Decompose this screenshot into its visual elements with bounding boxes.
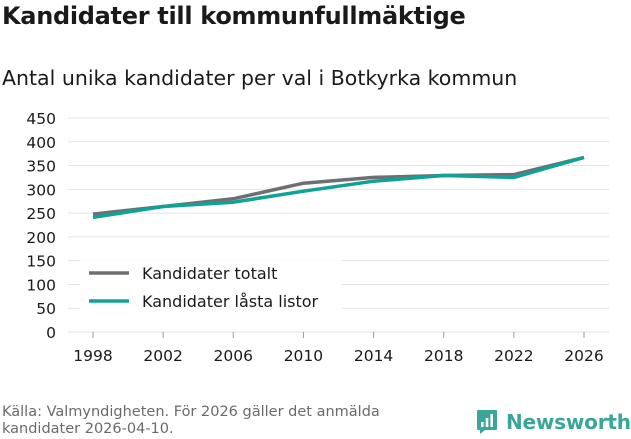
x-tick-label: 2018 [424, 347, 463, 365]
legend-label: Kandidater låsta listor [142, 292, 319, 311]
y-tick-label: 100 [26, 276, 56, 294]
x-tick-label: 2026 [564, 347, 603, 365]
y-tick-label: 200 [26, 229, 56, 247]
line-chart: 0 50 100 150 200 250 300 350 400 450 1998 2002 2006… [26, 110, 609, 365]
y-tick-label: 150 [26, 253, 56, 271]
legend: Kandidater totalt Kandidater låsta listor [80, 258, 342, 320]
x-tick-label: 1998 [73, 347, 112, 365]
chart-subtitle: Antal unika kandidater per val i Botkyrk… [2, 66, 518, 90]
series-line-locked-lists [92, 155, 585, 220]
x-tick-label: 2006 [214, 347, 253, 365]
source-note: Källa: Valmyndigheten. För 2026 gäller d… [2, 404, 380, 437]
y-tick-label: 50 [36, 300, 56, 318]
brand-name: Newsworthy [506, 410, 631, 434]
x-tick-label: 2002 [143, 347, 182, 365]
legend-background [80, 258, 342, 320]
brand-logo: Newsworthy [476, 407, 631, 437]
y-tick-label: 300 [26, 181, 56, 199]
x-tick-label: 2022 [494, 347, 533, 365]
y-tick-label: 350 [26, 158, 56, 176]
x-axis-ticks: 1998 2002 2006 2010 2014 2018 2022 2026 [73, 332, 604, 365]
x-tick-label: 2014 [354, 347, 393, 365]
series-lines [92, 155, 585, 220]
legend-label: Kandidater totalt [142, 264, 277, 283]
y-tick-label: 0 [46, 324, 56, 342]
y-axis-ticks: 0 50 100 150 200 250 300 350 400 450 [26, 110, 56, 342]
y-tick-label: 450 [26, 110, 56, 128]
newsworthy-logo-icon [477, 410, 497, 434]
x-tick-label: 2010 [284, 347, 323, 365]
y-tick-label: 400 [26, 134, 56, 152]
chart-title: Kandidater till kommunfullmäktige [2, 2, 466, 30]
y-tick-label: 250 [26, 205, 56, 223]
